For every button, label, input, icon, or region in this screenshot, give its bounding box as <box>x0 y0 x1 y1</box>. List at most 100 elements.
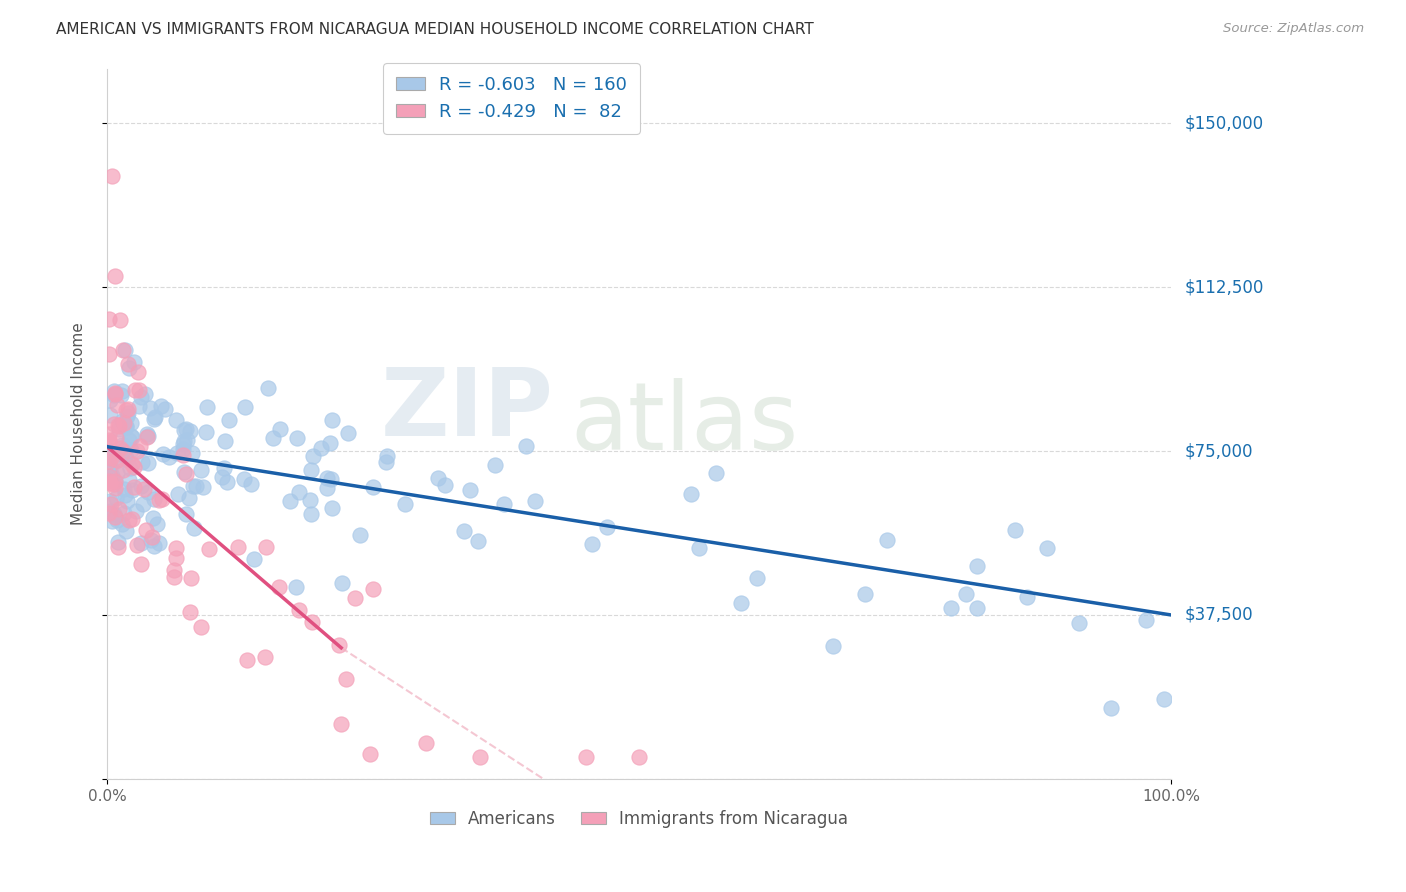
Point <box>125 504 148 518</box>
Point <box>173 465 195 479</box>
Point <box>595 519 617 533</box>
Point <box>124 383 146 397</box>
Point <box>132 497 155 511</box>
Text: $75,000: $75,000 <box>1185 442 1254 460</box>
Point <box>103 445 125 459</box>
Point <box>138 456 160 470</box>
Point <box>108 442 131 456</box>
Point <box>104 387 127 401</box>
Point <box>98 408 121 422</box>
Point <box>128 383 150 397</box>
Point <box>515 439 537 453</box>
Point <box>233 472 256 486</box>
Point <box>679 487 702 501</box>
Point <box>321 500 343 515</box>
Point <box>136 485 159 500</box>
Point <box>105 513 128 527</box>
Point <box>98 435 121 450</box>
Point <box>98 346 121 360</box>
Point <box>103 417 125 431</box>
Point <box>142 511 165 525</box>
Point <box>316 481 339 495</box>
Point <box>172 437 194 451</box>
Point <box>131 454 153 468</box>
Point <box>98 504 121 518</box>
Point <box>103 481 125 495</box>
Point <box>955 586 977 600</box>
Point <box>939 601 962 615</box>
Point <box>117 360 139 375</box>
Point <box>174 507 197 521</box>
Point <box>103 269 125 284</box>
Point <box>179 424 201 438</box>
Point <box>105 467 128 481</box>
Point <box>112 343 135 358</box>
Point <box>1069 615 1091 630</box>
Point <box>458 483 481 498</box>
Point <box>115 403 138 417</box>
Y-axis label: Median Household Income: Median Household Income <box>72 322 86 525</box>
Point <box>433 478 456 492</box>
Point <box>115 419 138 434</box>
Point <box>124 480 146 494</box>
Point <box>98 443 121 458</box>
Point <box>176 422 198 436</box>
Point <box>129 478 152 492</box>
Point <box>117 453 139 467</box>
Point <box>181 446 204 460</box>
Point <box>343 591 366 606</box>
Point <box>149 400 172 414</box>
Point <box>194 425 217 439</box>
Point <box>132 482 155 496</box>
Point <box>104 509 127 524</box>
Point <box>581 537 603 551</box>
Point <box>104 454 127 468</box>
Point <box>117 401 139 416</box>
Point <box>114 488 136 502</box>
Point <box>302 450 325 464</box>
Point <box>98 475 121 490</box>
Point <box>112 444 135 458</box>
Point <box>1035 541 1057 556</box>
Point <box>876 533 898 547</box>
Point <box>114 417 136 431</box>
Point <box>143 412 166 426</box>
Point <box>128 399 150 413</box>
Point <box>120 417 142 431</box>
Text: $37,500: $37,500 <box>1185 606 1254 624</box>
Point <box>575 750 598 764</box>
Point <box>190 619 212 633</box>
Point <box>105 491 128 505</box>
Point <box>299 493 322 508</box>
Point <box>172 448 194 462</box>
Point <box>688 541 710 556</box>
Point <box>114 419 136 434</box>
Point <box>100 514 122 528</box>
Point <box>730 596 752 610</box>
Point <box>107 418 129 433</box>
Point <box>174 467 197 482</box>
Point <box>139 401 162 415</box>
Point <box>98 458 121 472</box>
Point <box>242 552 264 566</box>
Point <box>112 463 135 477</box>
Point <box>103 507 125 521</box>
Point <box>152 448 174 462</box>
Point <box>141 533 163 547</box>
Point <box>142 491 165 506</box>
Point <box>287 603 309 617</box>
Point <box>233 400 256 414</box>
Point <box>299 507 322 521</box>
Point <box>173 423 195 437</box>
Point <box>100 497 122 511</box>
Text: ZIP: ZIP <box>381 364 554 456</box>
Point <box>315 471 337 485</box>
Point <box>288 485 311 500</box>
Point <box>180 571 202 585</box>
Point <box>98 469 121 483</box>
Point <box>129 536 152 550</box>
Point <box>363 480 385 494</box>
Point <box>330 575 353 590</box>
Point <box>98 433 121 447</box>
Point <box>114 343 136 358</box>
